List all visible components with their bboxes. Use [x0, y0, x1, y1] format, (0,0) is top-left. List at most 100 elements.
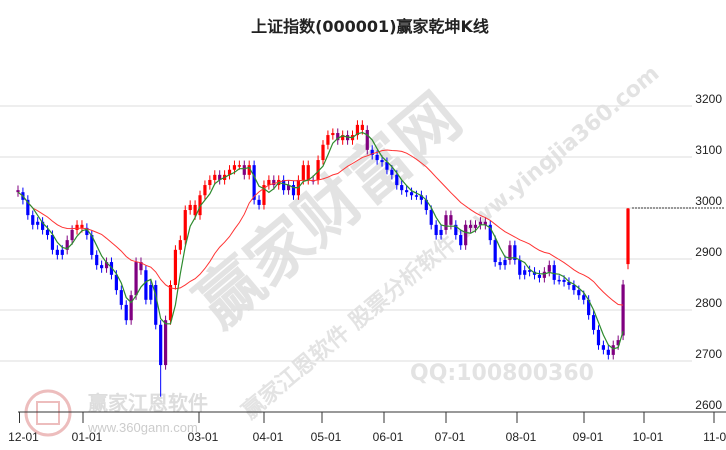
candle-body [537, 274, 542, 278]
y-axis: 2600 2700 2800 2900 3000 3100 3200 [695, 92, 722, 412]
candle-body [360, 124, 364, 130]
candle-body [252, 165, 256, 200]
candle-body [114, 274, 118, 291]
candle-body [444, 215, 448, 230]
candle-body [341, 135, 345, 141]
candle-body [257, 199, 261, 205]
candle-body [326, 135, 330, 145]
y-tick-label: 3000 [695, 194, 722, 208]
candle-body [498, 262, 502, 266]
y-tick-label: 3100 [695, 143, 722, 157]
candle-body [552, 265, 556, 280]
candle-body [385, 162, 389, 170]
candle-body [272, 179, 276, 186]
candles [16, 120, 630, 397]
candle-body [26, 199, 30, 216]
candle-body [75, 224, 79, 230]
candle-body [242, 165, 246, 175]
y-tick-label: 2600 [695, 398, 722, 412]
ma-long-line [17, 149, 624, 306]
candle-body [90, 235, 94, 255]
x-tick-label: 12-01 [8, 430, 39, 444]
candle-body [488, 224, 492, 241]
candle-body [119, 290, 123, 305]
candle-body [173, 249, 178, 286]
ma-short-line [17, 131, 624, 350]
candle-body [557, 279, 561, 282]
candle-body [36, 221, 40, 225]
candle-body [40, 221, 45, 230]
candle-body [31, 215, 35, 225]
candle-body [375, 154, 379, 161]
candle-body [198, 195, 202, 216]
logo-name: 赢家江恩软件 [88, 391, 208, 415]
candle-body [567, 281, 571, 286]
candle-body [582, 295, 586, 300]
candle-body [606, 349, 610, 355]
candle-body [85, 227, 89, 236]
candle-body [414, 195, 419, 197]
candle-body [439, 229, 443, 236]
x-tick-label: 01-01 [72, 430, 103, 444]
candle-body [316, 160, 320, 180]
watermark-qq: QQ:100800360 [410, 361, 594, 386]
candle-body [60, 249, 64, 255]
candle-body [168, 285, 173, 321]
candle-body [213, 174, 217, 180]
candle-body [380, 160, 384, 163]
candle-body [336, 133, 340, 141]
candle-body [370, 149, 374, 155]
candle-body [291, 185, 296, 196]
candle-body [55, 249, 59, 255]
candle-body [203, 185, 207, 196]
candle-body [542, 271, 546, 278]
candle-body [395, 174, 399, 186]
candle-body [178, 240, 182, 250]
candle-body [45, 229, 50, 236]
watermark-layer: 赢家财富网 赢家江恩软件 股票分析软件 www.yingjia360.com Q… [24, 60, 664, 437]
candle-body [400, 185, 404, 191]
candle-body [70, 229, 74, 241]
candle-body [104, 262, 109, 269]
gridlines [0, 105, 724, 362]
candle-body [282, 179, 286, 191]
candle-body [208, 179, 212, 186]
candle-body [405, 190, 409, 193]
candle-body [434, 224, 438, 236]
candle-body [232, 165, 237, 170]
candle-body [139, 262, 143, 271]
logo-url: www.360gann.com [87, 420, 198, 435]
x-axis: 12-01 01-01 03-01 04-01 05-01 06-01 07-01 08-01… [8, 411, 726, 444]
candle-body [188, 204, 192, 211]
candle-body [306, 165, 310, 180]
candle-body [193, 204, 197, 216]
candle-body [577, 290, 581, 296]
candle-body [611, 345, 615, 355]
candle-body [286, 185, 291, 191]
candle-body [183, 210, 187, 241]
candle-body [547, 265, 551, 272]
candle-body [262, 185, 266, 205]
candle-body [419, 195, 423, 200]
candle-body [134, 262, 138, 296]
x-tick-label: 05-01 [311, 430, 342, 444]
y-tick-label: 2900 [695, 245, 722, 259]
candle-body [528, 270, 532, 272]
chart-title: 上证指数(000001)赢家乾坤K线 [251, 17, 489, 36]
candle-body [65, 240, 69, 250]
candle-body [601, 345, 606, 350]
y-tick-label: 3200 [695, 92, 722, 106]
x-tick-label: 08-01 [506, 430, 537, 444]
candle-body [159, 324, 163, 366]
candle-body [100, 265, 104, 269]
candle-body [321, 144, 325, 161]
candle-body [503, 260, 507, 266]
candle-body [587, 299, 591, 316]
candle-body [409, 192, 414, 196]
moving-averages [17, 131, 624, 350]
candle-body [449, 215, 453, 225]
candle-body [355, 124, 360, 136]
candle-body [523, 270, 527, 275]
candle-body [591, 315, 596, 330]
candle-body [621, 284, 625, 336]
